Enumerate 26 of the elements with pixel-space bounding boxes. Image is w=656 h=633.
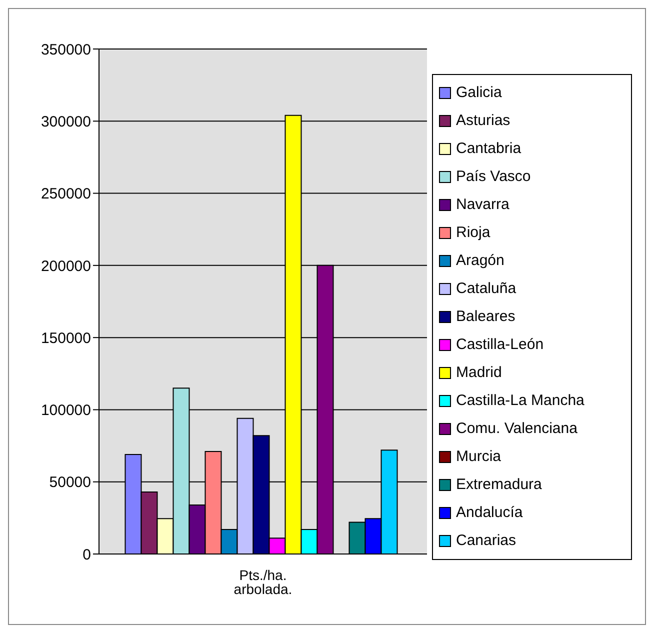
x-tick-label: Pts./ha. arbolada.: [234, 566, 292, 597]
legend-label: Canarias: [456, 532, 516, 549]
legend-label: País Vasco: [456, 168, 531, 185]
y-tick-label: 50000: [49, 474, 91, 492]
legend-label: Cantabria: [456, 140, 522, 157]
legend-label: Aragón: [456, 252, 504, 269]
y-tick-label: 250000: [40, 186, 91, 203]
legend-label: Madrid: [456, 364, 502, 381]
legend-label: Navarra: [456, 196, 510, 213]
legend-label: Castilla-León: [456, 336, 544, 353]
legend-label: Castilla-La Mancha: [456, 392, 584, 409]
y-tick-label: 350000: [40, 41, 91, 58]
y-tick-label: 300000: [40, 113, 91, 130]
legend-label: Asturias: [456, 112, 510, 129]
legend-label: Galicia: [456, 84, 502, 101]
legend-label: Andalucía: [456, 504, 523, 521]
legend-label: Baleares: [456, 308, 516, 325]
y-tick-label: 150000: [40, 330, 91, 347]
legend-label: Comu. Valenciana: [456, 420, 578, 437]
legend-label: Rioja: [456, 224, 490, 241]
y-tick-label: 0: [82, 546, 91, 564]
legend-label: Cataluña: [456, 280, 516, 297]
y-tick-label: 200000: [40, 258, 91, 275]
y-tick-label: 100000: [40, 402, 91, 420]
legend-label: Extremadura: [456, 476, 542, 493]
legend-label: Murcia: [456, 448, 502, 465]
